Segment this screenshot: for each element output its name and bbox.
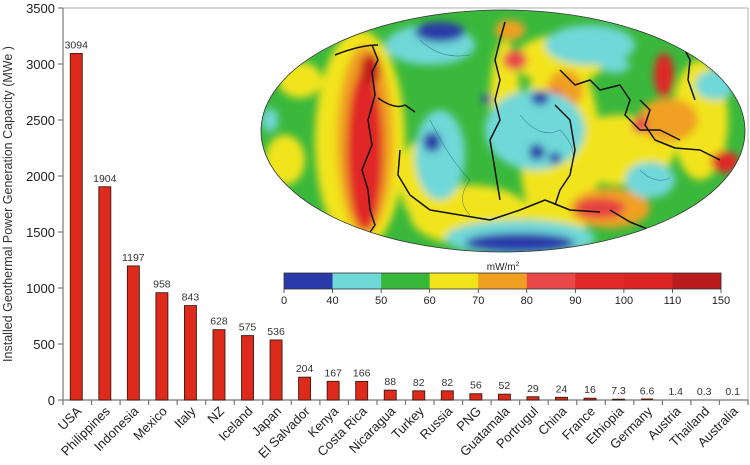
bar-value-label: 166: [353, 367, 371, 379]
colorbar-segment: [429, 273, 479, 289]
y-tick-label: 2000: [26, 169, 55, 184]
x-axis: [62, 400, 749, 405]
bar-value-label: 7.3: [611, 385, 626, 397]
colorbar-segment: [332, 273, 382, 289]
bar-value-label: 1197: [122, 252, 145, 264]
bar-germany: 6.6: [640, 385, 655, 400]
y-tick-label: 2500: [26, 113, 55, 128]
bar-indonesia: 1197: [122, 252, 145, 401]
bar-philippines: 1904: [93, 173, 117, 401]
bar-value-label: 88: [384, 376, 396, 388]
bar-value-label: 575: [239, 322, 257, 334]
colorbar-tick-label: 90: [569, 295, 581, 307]
colorbar-segment: [526, 273, 576, 289]
bar-turkey: 82: [412, 377, 426, 401]
bar-portrugul: 29: [526, 383, 540, 401]
bar-value-label: 1.4: [668, 386, 683, 398]
bar-el-salvador: 204: [296, 363, 314, 401]
colorbar-segment: [381, 273, 430, 289]
bar-value-label: 29: [527, 383, 539, 395]
colorbar-segment: [672, 273, 722, 289]
x-tick-label: Italy: [171, 403, 199, 431]
bar-russia: 82: [440, 377, 454, 401]
bar-value-label: 0.3: [697, 386, 712, 398]
heat-flow-map-inset: [260, 9, 746, 253]
bar-value-label: 52: [499, 380, 511, 392]
colorbar-segment: [478, 273, 528, 289]
bar-iceland: 575: [239, 322, 257, 401]
bar-value-label: 6.6: [640, 385, 655, 397]
bar-value-label: 0.1: [725, 386, 740, 398]
bar-usa: 3094: [65, 39, 89, 401]
heat-flow-colorbar: mW/m2 0 40 50 60 70 80 90 100 110 150: [281, 261, 730, 307]
colorbar-tick-label: 150: [712, 295, 730, 307]
colorbar-unit-label: mW/m2: [487, 261, 520, 273]
y-tick-label: 3500: [26, 1, 55, 16]
y-tick-label: 3000: [26, 57, 55, 72]
colorbar-segment: [284, 273, 333, 289]
bar-china: 24: [555, 383, 568, 401]
y-axis-label: Installed Geothermal Power Generation Ca…: [1, 46, 15, 362]
bar-ethiopia: 7.3: [611, 385, 626, 401]
bar-value-label: 958: [153, 279, 171, 291]
bar-value-label: 1904: [93, 173, 117, 185]
bar-series: 3094 1904 1197 958 843 628 575 536 204 167 166 88 82…: [65, 39, 740, 401]
colorbar-tick-label: 80: [521, 295, 533, 307]
bar-value-label: 24: [556, 383, 568, 395]
bar-austria: 1.4: [668, 386, 683, 398]
bar-value-label: 82: [413, 377, 425, 389]
colorbar-tick-label: 60: [424, 295, 436, 307]
colorbar-tick-label: 100: [615, 295, 633, 307]
colorbar-segment: [623, 273, 673, 289]
bar-value-label: 843: [182, 292, 200, 304]
bar-nicaragua: 88: [383, 376, 397, 401]
bar-mexico: 958: [153, 279, 171, 401]
y-tick-label: 1000: [26, 281, 55, 296]
bar-kenya: 167: [324, 367, 342, 401]
y-tick-label: 1500: [26, 225, 55, 240]
colorbar-tick-label: 110: [664, 295, 682, 307]
colorbar-tick-label: 0: [281, 295, 287, 307]
y-axis: 0 500 1000 1500 2000 2500 3000 3500: [26, 1, 63, 408]
bar-italy: 843: [182, 292, 200, 401]
bar-france: 16: [583, 384, 597, 401]
bar-japan: 536: [267, 326, 285, 401]
bar-value-label: 16: [584, 384, 596, 396]
bar-guatamala: 52: [497, 380, 511, 401]
bar-costa-rica: 166: [353, 367, 371, 401]
y-tick-label: 500: [33, 337, 55, 352]
colorbar-tick-label: 40: [326, 295, 338, 307]
x-tick-label: Russia: [417, 403, 456, 442]
bar-value-label: 536: [267, 326, 285, 338]
bar-value-label: 204: [296, 363, 314, 375]
bar-nz: 628: [210, 316, 228, 401]
colorbar-tick-label: 70: [472, 295, 484, 307]
bar-value-label: 82: [441, 377, 453, 389]
x-tick-label: NZ: [204, 403, 227, 426]
y-tick-label: 0: [48, 393, 55, 408]
bar-thailand: 0.3: [697, 386, 712, 398]
bar-australia: 0.1: [725, 386, 740, 398]
bar-png: 56: [469, 380, 483, 401]
bar-value-label: 56: [470, 380, 482, 392]
bar-value-label: 3094: [65, 39, 89, 51]
bar-value-label: 628: [210, 316, 228, 328]
bar-value-label: 167: [324, 367, 342, 379]
colorbar-tick-label: 50: [375, 295, 387, 307]
colorbar-segment: [575, 273, 625, 289]
